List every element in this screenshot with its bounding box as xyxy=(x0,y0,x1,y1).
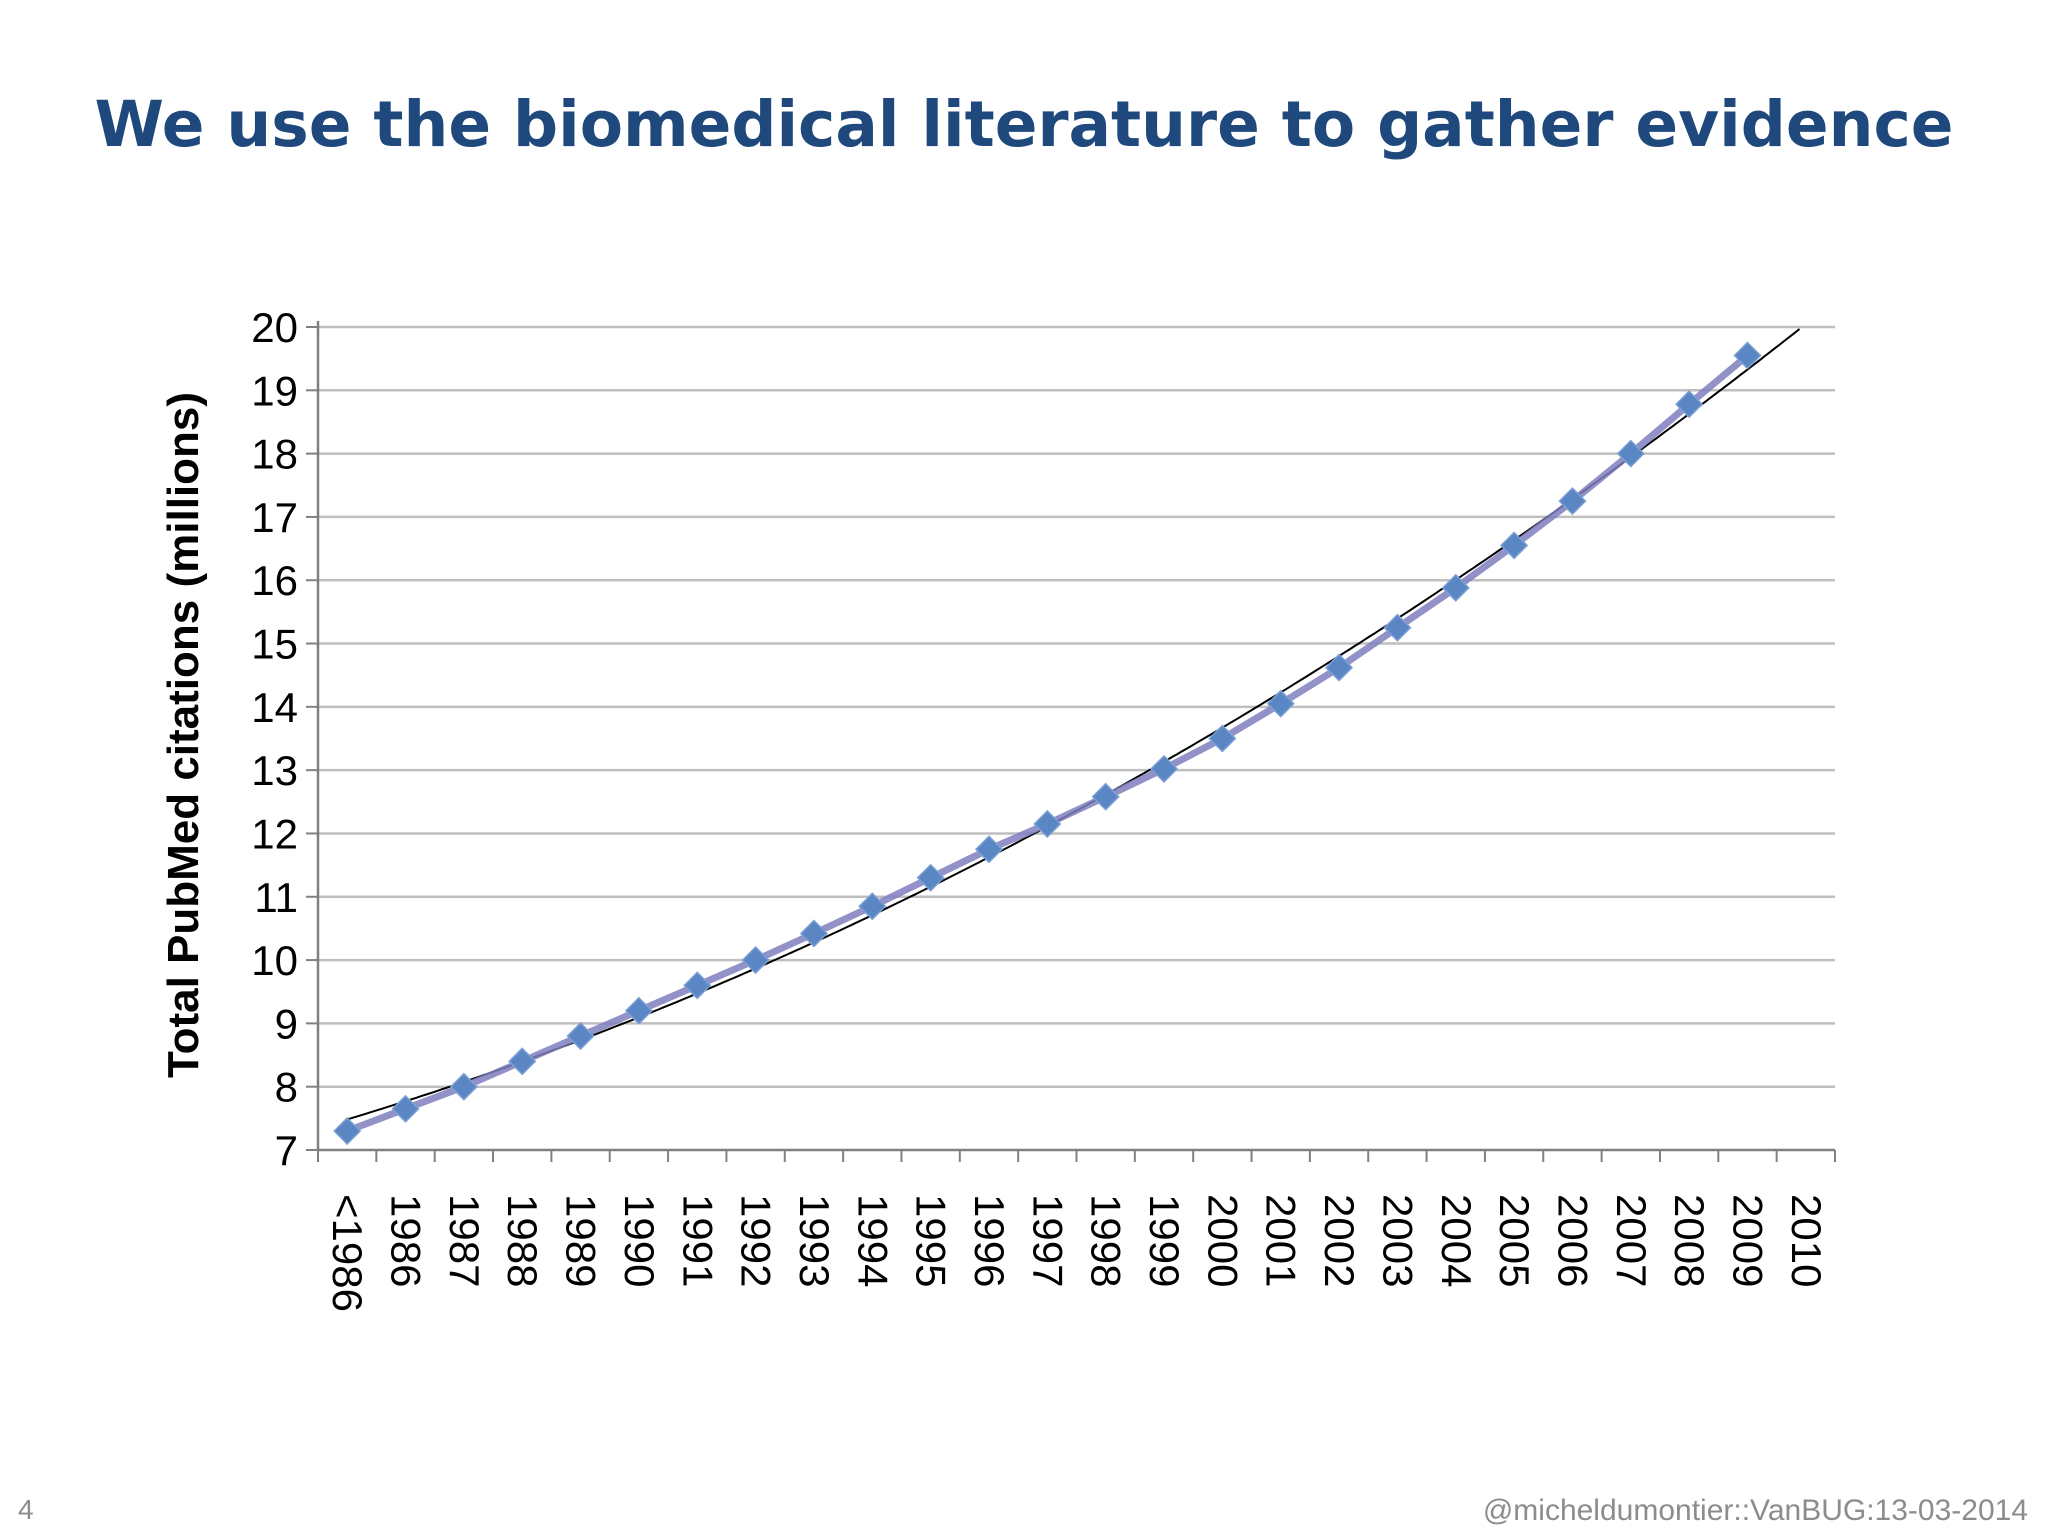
x-tick-label: 2002 xyxy=(1316,1194,1363,1287)
y-tick-label: 16 xyxy=(251,557,298,604)
x-tick-label: 1987 xyxy=(441,1194,488,1287)
y-tick-label: 9 xyxy=(275,1000,298,1047)
x-tick-label: 1989 xyxy=(558,1194,605,1287)
y-tick-label: 13 xyxy=(251,747,298,794)
trendline xyxy=(346,328,1801,1121)
x-tick-label: 1992 xyxy=(733,1194,780,1287)
x-tick-label: 1996 xyxy=(966,1194,1013,1287)
data-point xyxy=(1383,613,1412,642)
data-point xyxy=(1558,487,1587,516)
series-line-path xyxy=(345,352,1750,1135)
axes xyxy=(316,321,1836,1162)
x-tick-label: 1993 xyxy=(791,1194,838,1287)
data-point xyxy=(1616,439,1645,468)
x-tick-label: 1998 xyxy=(1083,1194,1130,1287)
y-tick-label: 14 xyxy=(251,684,298,731)
data-markers xyxy=(333,341,1762,1146)
y-tick-label: 15 xyxy=(251,621,298,668)
x-tick-label: 1986 xyxy=(383,1194,430,1287)
y-tick-labels: 7 8 9 10 11 12 13 14 15 16 17 18 19 20 xyxy=(251,304,298,1174)
x-tick-label: 1997 xyxy=(1024,1194,1071,1287)
x-tick-label: 1999 xyxy=(1141,1194,1188,1287)
x-tick-label: 2008 xyxy=(1666,1194,1713,1287)
data-point xyxy=(1208,724,1237,753)
y-tick-label: 17 xyxy=(251,494,298,541)
slide-footer: @micheldumontier::VanBUG:13-03-2014 xyxy=(1482,1494,2028,1527)
y-tick-label: 8 xyxy=(275,1064,298,1111)
data-point xyxy=(1149,754,1179,783)
data-point xyxy=(333,1116,362,1146)
y-axis-label: Total PubMed citations (millions) xyxy=(159,392,208,1078)
data-point xyxy=(391,1094,420,1123)
data-point xyxy=(1324,653,1354,682)
x-tick-label: 1995 xyxy=(908,1194,955,1287)
data-point xyxy=(916,863,945,892)
slide-number: 4 xyxy=(18,1494,34,1525)
x-tick-label: 2009 xyxy=(1724,1194,1771,1287)
x-tick-label: 2000 xyxy=(1199,1194,1246,1287)
y-tick-label: 7 xyxy=(275,1127,298,1174)
data-point xyxy=(1266,689,1295,718)
x-tick-label: 1994 xyxy=(849,1194,896,1287)
data-point xyxy=(1733,341,1762,370)
data-point xyxy=(1675,390,1704,419)
data-point xyxy=(683,971,712,1000)
x-tick-label: 2004 xyxy=(1433,1194,1480,1287)
data-point xyxy=(508,1047,537,1076)
slide-title: We use the biomedical literature to gath… xyxy=(94,88,1954,161)
y-tick-label: 18 xyxy=(251,431,298,478)
x-tick-label: 2003 xyxy=(1374,1194,1421,1287)
data-point xyxy=(566,1021,595,1051)
data-point xyxy=(1033,809,1062,839)
x-tick-label: <1986 xyxy=(324,1194,371,1312)
x-tick-label: 2001 xyxy=(1258,1194,1305,1287)
data-point xyxy=(741,946,770,975)
trendline-path xyxy=(346,328,1801,1121)
x-tick-label: 2010 xyxy=(1783,1194,1830,1287)
data-point xyxy=(1091,782,1120,811)
data-point xyxy=(449,1072,478,1101)
x-tick-label: 1990 xyxy=(616,1194,663,1287)
data-point xyxy=(624,996,653,1025)
grid-lines xyxy=(306,325,1835,1151)
y-tick-label: 11 xyxy=(254,874,298,921)
y-tick-label: 12 xyxy=(251,810,298,857)
series-line xyxy=(345,352,1750,1135)
y-tick-label: 20 xyxy=(251,304,298,351)
y-tick-label: 10 xyxy=(251,937,298,984)
x-tick-label: 1991 xyxy=(674,1194,721,1287)
y-tick-label: 19 xyxy=(251,367,298,414)
x-tick-labels: <1986 1986 1987 1988 1989 1990 1991 1992 1993 199… xyxy=(324,1194,1830,1312)
x-tick-label: 1988 xyxy=(499,1194,546,1287)
x-tick-label: 2005 xyxy=(1491,1194,1538,1287)
data-point xyxy=(1500,531,1529,560)
x-tick-label: 2007 xyxy=(1608,1194,1655,1287)
data-point xyxy=(858,892,887,921)
data-point xyxy=(1441,573,1470,602)
data-point xyxy=(974,835,1004,864)
x-tick-label: 2006 xyxy=(1549,1194,1596,1287)
data-point xyxy=(799,919,829,948)
